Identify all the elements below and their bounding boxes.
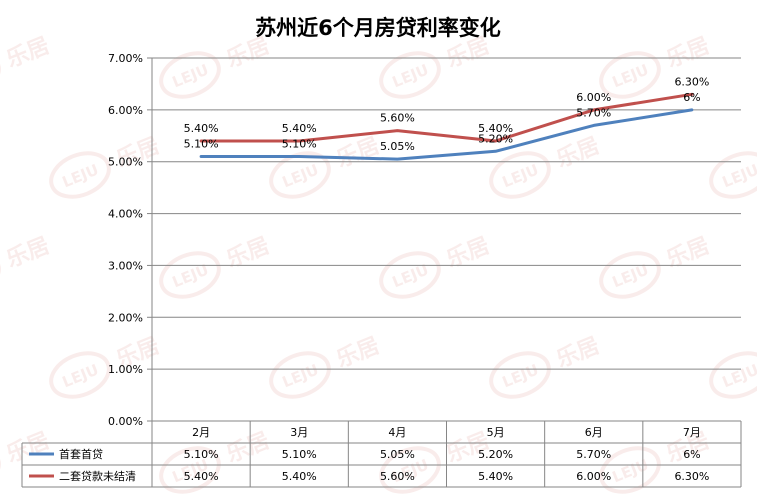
watermark-badge: LEJU [280,161,322,192]
watermark-text: 乐居 [333,333,383,373]
table-cell: 6% [683,448,700,461]
y-tick-label: 2.00% [108,311,143,324]
x-category-label: 6月 [585,426,603,439]
watermark-badge: LEJU [500,161,542,192]
y-tick-label: 3.00% [108,259,143,272]
data-label: 5.40% [478,122,513,135]
legend-entry: 首套首贷 [59,447,103,461]
table-cell: 5.60% [380,470,415,483]
data-labels: 5.10% 5.10% 5.05% 5.20% 5.70% 6% 5.40% 5.40% 5.6… [184,75,710,153]
data-label: 5.70% [576,106,611,119]
watermark-text: 乐居 [663,233,713,273]
data-label: 5.40% [282,122,317,135]
watermark-badge: LEJU [720,361,757,392]
y-tick-label: 4.00% [108,208,143,221]
data-label: 6.00% [576,91,611,104]
watermark-text: 乐居 [3,428,53,468]
watermark-text: 乐居 [553,133,603,173]
table-cell: 5.10% [184,448,219,461]
watermark-badge: LEJU [500,361,542,392]
series-line-1 [199,92,694,143]
x-category-label: 2月 [192,426,210,439]
table-cell: 6.30% [674,470,709,483]
watermark-badge: LEJU [170,61,212,92]
watermark-badge: LEJU [720,161,757,192]
data-label: 5.20% [478,132,513,145]
watermark-text: 乐居 [223,233,273,273]
watermark-badge: LEJU [60,161,102,192]
watermark-mark: LEJU 乐居 [269,333,383,399]
watermark-badge: LEJU [280,361,322,392]
watermark-text: 乐居 [3,233,53,273]
watermark-badge: LEJU [610,61,652,92]
y-tick-label: 5.00% [108,156,143,169]
y-tick-label: 6.00% [108,104,143,117]
y-tick-label: 7.00% [108,52,143,65]
table-cell: 5.40% [478,470,513,483]
data-label: 6% [683,91,700,104]
data-label: 5.10% [184,138,219,151]
table-cell: 5.10% [282,448,317,461]
data-label: 5.60% [380,112,415,125]
watermark-text: 乐居 [223,428,273,468]
y-tick-label: 1.00% [108,363,143,376]
grid [152,57,741,422]
watermark-badge: LEJU [390,61,432,92]
y-axis: 0.00% 1.00% 2.00% 3.00% 4.00% 5.00% 6.00% 7.00% [108,52,153,428]
legend-entry: 二套贷款未结清 [59,469,136,483]
table-cell: 5.40% [184,470,219,483]
data-label: 5.05% [380,140,415,153]
data-label: 6.30% [674,75,709,88]
table-cell: 6.00% [576,470,611,483]
watermark-text: 乐居 [3,33,53,73]
table-cell: 5.05% [380,448,415,461]
table-cell: 5.70% [576,448,611,461]
series-line-0 [199,108,694,161]
data-label: 5.40% [184,122,219,135]
series-layer [199,92,694,161]
watermark-badge: LEJU [610,456,652,487]
watermark-text: 乐居 [663,33,713,73]
table-cell: 5.40% [282,470,317,483]
x-category-label: 5月 [487,426,505,439]
data-label: 5.10% [282,138,317,151]
watermark-text: 乐居 [333,133,383,173]
watermark-badge: LEJU [60,361,102,392]
watermark-mark: LEJU 乐居 [489,333,603,399]
watermark-text: 乐居 [553,333,603,373]
x-category-label: 4月 [388,426,406,439]
x-category-label: 3月 [290,426,308,439]
y-tick-label: 0.00% [108,415,143,428]
chart-title: 苏州近6个月房贷利率变化 [255,16,501,40]
table-cell: 5.20% [478,448,513,461]
watermark-text: 乐居 [443,233,493,273]
x-category-label: 7月 [683,426,701,439]
